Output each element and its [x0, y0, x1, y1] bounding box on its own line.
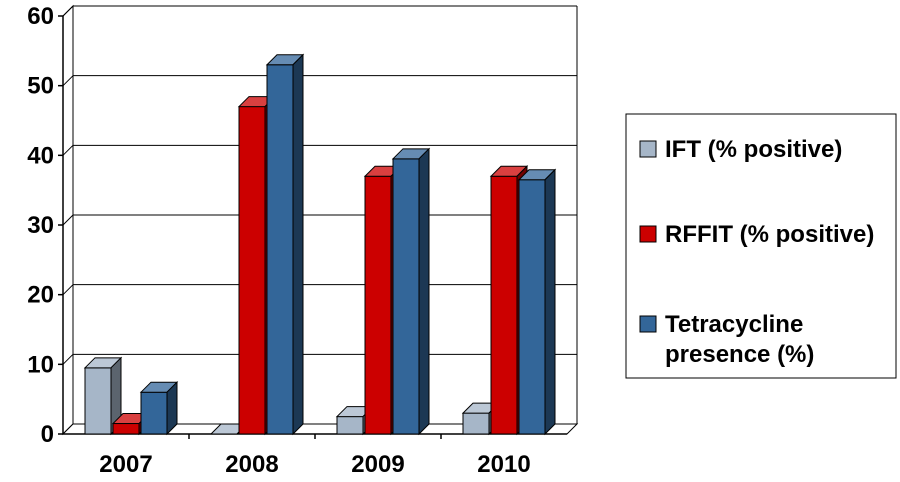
side-wall-gridline [62, 5, 74, 17]
y-tick-label: 40 [27, 142, 54, 169]
bar [517, 168, 557, 436]
bar-front [238, 106, 266, 435]
bar-side [544, 168, 556, 436]
bar [83, 356, 123, 436]
legend-swatch [639, 140, 657, 158]
x-tick-label: 2007 [99, 451, 152, 478]
legend-item: IFT (% positive) [639, 136, 842, 163]
bar-front [266, 64, 294, 435]
side-wall-gridline [62, 214, 74, 226]
legend-item: Tetracycline presence (%) [639, 311, 814, 368]
labels: 0 10 20 30 40 50 60 2007 2008 2009 2010 [27, 3, 530, 478]
bar [391, 147, 431, 436]
bar-front [140, 391, 168, 435]
bars [83, 53, 557, 436]
bar-front [84, 367, 112, 435]
side-wall-gridline [62, 353, 74, 365]
bar-front [112, 423, 140, 435]
legend-label: RFFIT (% positive) [665, 221, 874, 248]
x-tick-label: 2009 [351, 451, 404, 478]
legend-label: IFT (% positive) [665, 136, 842, 163]
side-wall-gridline [62, 75, 74, 87]
bar-front [364, 175, 392, 435]
y-tick-label: 60 [27, 3, 54, 30]
legend-label: Tetracycline presence (%) [665, 311, 814, 368]
legend-swatch [639, 225, 657, 243]
side-wall-gridline [62, 144, 74, 156]
bar [139, 380, 179, 436]
legend-swatch [639, 315, 657, 333]
side-wall-gridline [62, 284, 74, 296]
bar-side [166, 380, 178, 436]
y-tick-label: 0 [41, 421, 54, 448]
bar-front [518, 179, 546, 435]
bar [265, 53, 305, 436]
legend-box [625, 113, 897, 379]
legend: IFT (% positive) RFFIT (% positive) Tetrac… [625, 113, 897, 379]
x-tick-label: 2010 [477, 451, 530, 478]
bar-front [462, 412, 490, 435]
y-tick-label: 50 [27, 73, 54, 100]
bar-front [490, 175, 518, 435]
y-tick-label: 20 [27, 282, 54, 309]
bar-front [392, 158, 420, 435]
x-tick-label: 2008 [225, 451, 278, 478]
y-tick-label: 30 [27, 212, 54, 239]
bar-front [336, 416, 364, 435]
bar-side [292, 53, 304, 436]
bar-side [418, 147, 430, 436]
y-tick-label: 10 [27, 351, 54, 378]
legend-item: RFFIT (% positive) [639, 221, 874, 248]
